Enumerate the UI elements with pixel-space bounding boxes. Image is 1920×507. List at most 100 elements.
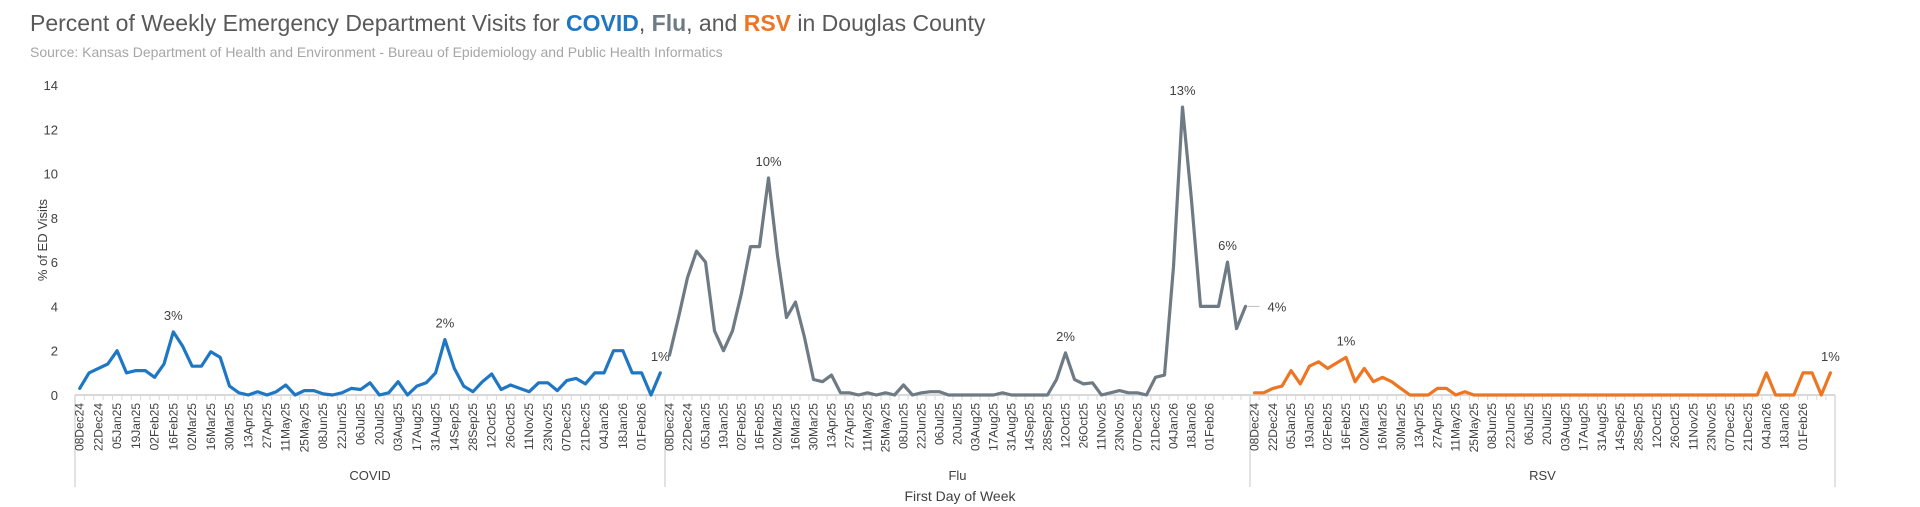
x-tick-label: 16Mar25 — [204, 403, 218, 451]
x-tick-label: 14Sep25 — [1613, 403, 1627, 451]
x-tick-label: 14Sep25 — [447, 403, 461, 451]
x-tick-label: 25May25 — [879, 403, 893, 453]
x-tick-label: 13Apr25 — [241, 403, 255, 449]
x-tick-label: 31Aug25 — [1005, 403, 1019, 451]
x-tick-label: 02Mar25 — [1357, 403, 1371, 451]
x-tick-label: 06Jul25 — [354, 403, 368, 445]
x-tick-label: 08Jun25 — [1485, 403, 1499, 449]
x-tick-label: 28Sep25 — [1041, 403, 1055, 451]
chart-title: Percent of Weekly Emergency Department V… — [30, 10, 985, 37]
series-line-covid — [78, 330, 662, 397]
x-tick-label: 08Jun25 — [316, 403, 330, 449]
x-tick-label: 17Aug25 — [987, 403, 1001, 451]
x-tick-label: 19Jan25 — [1302, 403, 1316, 449]
data-label: 13% — [1169, 83, 1195, 98]
x-tick-label: 05Jan25 — [1284, 403, 1298, 449]
x-tick-label: 13Apr25 — [1412, 403, 1426, 449]
data-label: 10% — [755, 154, 781, 169]
series-line-flu — [667, 105, 1248, 397]
data-label: 6% — [1218, 238, 1237, 253]
y-tick-label: 14 — [44, 78, 58, 93]
x-tick-label: 19Jan25 — [129, 403, 143, 449]
x-tick-label: 07Dec25 — [1131, 403, 1145, 451]
x-tick-label: 11May25 — [1449, 403, 1463, 452]
x-tick-label: 20Jul25 — [1540, 403, 1554, 445]
y-tick-label: 0 — [51, 388, 58, 403]
x-tick-label: 25May25 — [297, 403, 311, 453]
x-tick-label: 11Nov25 — [522, 403, 536, 450]
x-tick-label: 28Sep25 — [466, 403, 480, 451]
data-label: 2% — [1056, 329, 1075, 344]
x-tick-label: 21Dec25 — [1741, 403, 1755, 451]
x-tick-label: 26Oct25 — [1077, 403, 1091, 449]
x-tick-label: 22Jun25 — [335, 403, 349, 449]
x-tick-label: 16Feb25 — [753, 403, 767, 451]
x-tick-label: 31Aug25 — [1595, 403, 1609, 451]
x-tick-label: 04Jan26 — [1759, 403, 1773, 449]
x-tick-label: 07Dec25 — [1723, 403, 1737, 451]
x-tick-label: 02Feb25 — [1321, 403, 1335, 451]
x-tick-label: 26Oct25 — [1668, 403, 1682, 449]
x-tick-label: 20Jul25 — [951, 403, 965, 445]
x-tick-label: 08Dec24 — [73, 403, 87, 451]
x-tick-label: 27Apr25 — [1430, 403, 1444, 449]
x-tick-label: 11May25 — [279, 403, 293, 452]
x-tick-label: 17Aug25 — [1577, 403, 1591, 451]
title-rsv: RSV — [743, 10, 791, 36]
x-tick-label: 26Oct25 — [503, 403, 517, 449]
x-tick-label: 30Mar25 — [223, 403, 237, 451]
x-tick-label: 17Aug25 — [410, 403, 424, 451]
x-tick-label: 13Apr25 — [825, 403, 839, 449]
panel-label-rsv: RSV — [1529, 468, 1556, 483]
y-tick-label: 6 — [51, 255, 58, 270]
x-tick-label: 31Aug25 — [429, 403, 443, 451]
x-tick-label: 27Apr25 — [260, 403, 274, 449]
x-tick-label: 02Mar25 — [185, 403, 199, 451]
x-tick-label: 12Oct25 — [1059, 403, 1073, 449]
title-sep2: , and — [686, 10, 744, 36]
x-tick-label: 19Jan25 — [717, 403, 731, 449]
y-tick-label: 8 — [51, 211, 58, 226]
x-axis-label: First Day of Week — [905, 488, 1017, 504]
data-label: 1% — [1821, 349, 1840, 364]
series-line-rsv — [1252, 355, 1833, 397]
x-tick-label: 07Dec25 — [560, 403, 574, 451]
x-tick-label: 03Aug25 — [391, 403, 405, 451]
panel-label-covid: COVID — [349, 468, 390, 483]
y-axis-label: % of ED Visits — [35, 198, 50, 281]
data-label: 1% — [1337, 333, 1356, 348]
x-tick-label: 30Mar25 — [1394, 403, 1408, 451]
x-tick-label: 23Nov25 — [1113, 403, 1127, 451]
x-tick-label: 22Jun25 — [915, 403, 929, 449]
y-tick-label: 4 — [51, 299, 58, 314]
x-tick-label: 30Mar25 — [807, 403, 821, 451]
x-tick-label: 18Jan26 — [1778, 403, 1792, 449]
x-tick-label: 11Nov25 — [1686, 403, 1700, 450]
data-label: 3% — [164, 308, 183, 323]
title-flu: Flu — [651, 10, 687, 36]
x-tick-label: 20Jul25 — [372, 403, 386, 445]
x-tick-label: 02Feb25 — [735, 403, 749, 451]
title-sep1: , — [638, 10, 652, 36]
y-tick-label: 12 — [44, 122, 58, 137]
x-tick-label: 22Dec24 — [681, 403, 695, 451]
data-label: 1% — [651, 349, 670, 364]
x-tick-label: 22Dec24 — [1266, 403, 1280, 451]
y-tick-label: 10 — [44, 167, 58, 182]
x-tick-label: 16Feb25 — [166, 403, 180, 451]
x-tick-label: 05Jan25 — [699, 403, 713, 449]
data-label: 2% — [436, 316, 455, 331]
x-tick-label: 06Jul25 — [933, 403, 947, 445]
panel-label-flu: Flu — [948, 468, 966, 483]
x-tick-label: 21Dec25 — [1149, 403, 1163, 451]
x-tick-label: 02Mar25 — [771, 403, 785, 451]
x-tick-label: 01Feb26 — [1796, 403, 1810, 451]
x-tick-label: 16Feb25 — [1339, 403, 1353, 451]
x-tick-label: 27Apr25 — [843, 403, 857, 449]
x-tick-label: 25May25 — [1467, 403, 1481, 453]
x-tick-label: 01Feb26 — [635, 403, 649, 451]
x-tick-label: 04Jan26 — [1167, 403, 1181, 449]
x-tick-label: 06Jul25 — [1522, 403, 1536, 445]
x-tick-label: 12Oct25 — [1650, 403, 1664, 449]
